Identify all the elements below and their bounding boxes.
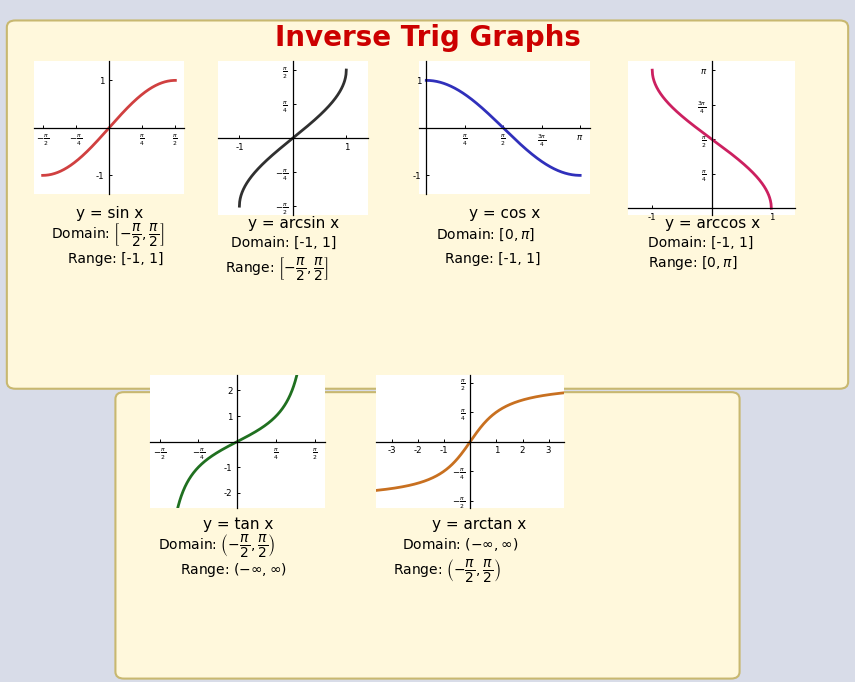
Text: y = sin x: y = sin x <box>76 206 143 221</box>
Text: y = arctan x: y = arctan x <box>432 516 526 531</box>
Text: y = arccos x: y = arccos x <box>664 216 760 231</box>
Text: Range: $\left(-\infty,\infty\right)$: Range: $\left(-\infty,\infty\right)$ <box>180 561 286 579</box>
Text: y = arcsin x: y = arcsin x <box>248 216 339 231</box>
Text: Domain: $\left(-\infty,\infty\right)$: Domain: $\left(-\infty,\infty\right)$ <box>402 536 518 553</box>
Text: Range: $\left(-\dfrac{\pi}{2},\dfrac{\pi}{2}\right)$: Range: $\left(-\dfrac{\pi}{2},\dfrac{\pi… <box>393 557 501 584</box>
Text: Domain: [-1, 1]: Domain: [-1, 1] <box>648 236 753 250</box>
Text: Domain: $\left[-\dfrac{\pi}{2},\dfrac{\pi}{2}\right]$: Domain: $\left[-\dfrac{\pi}{2},\dfrac{\p… <box>51 222 165 248</box>
FancyBboxPatch shape <box>7 20 848 389</box>
Text: Domain: [-1, 1]: Domain: [-1, 1] <box>231 236 336 250</box>
Text: Range: [-1, 1]: Range: [-1, 1] <box>445 252 540 265</box>
Text: Domain: $\left(-\dfrac{\pi}{2},\dfrac{\pi}{2}\right)$: Domain: $\left(-\dfrac{\pi}{2},\dfrac{\p… <box>158 532 275 559</box>
Text: Domain: $\left[0,\pi\right]$: Domain: $\left[0,\pi\right]$ <box>436 226 535 243</box>
Text: Range: $\left[-\dfrac{\pi}{2},\dfrac{\pi}{2}\right]$: Range: $\left[-\dfrac{\pi}{2},\dfrac{\pi… <box>225 256 328 282</box>
Text: Inverse Trig Graphs: Inverse Trig Graphs <box>274 24 581 52</box>
FancyBboxPatch shape <box>115 392 740 679</box>
Text: Range: [-1, 1]: Range: [-1, 1] <box>68 252 164 265</box>
Text: y = cos x: y = cos x <box>469 206 540 221</box>
Text: Range: $\left[0,\pi\right]$: Range: $\left[0,\pi\right]$ <box>648 254 738 272</box>
Text: y = tan x: y = tan x <box>203 516 273 531</box>
